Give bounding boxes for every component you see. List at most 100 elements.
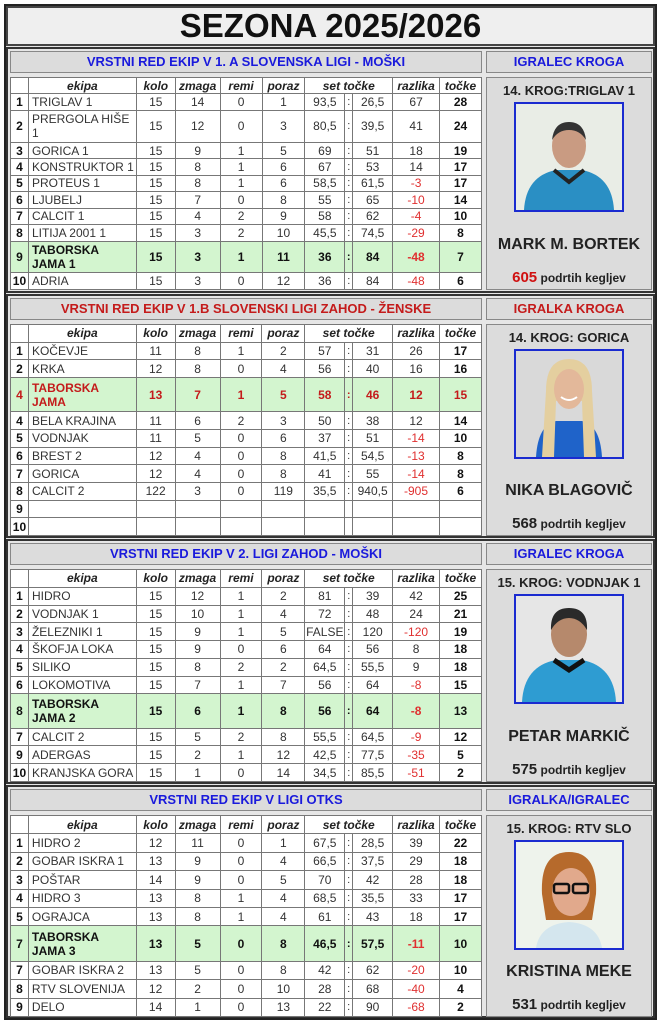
cell: 9 xyxy=(10,240,29,274)
cell: 15 xyxy=(135,693,176,729)
table-row: 8 TABORSKA JAMA 2 15 6 1 8 56:64 -8 13 xyxy=(10,693,482,729)
cell: 1 xyxy=(174,763,221,782)
cell: 45,5 xyxy=(304,224,346,242)
cell: 1 xyxy=(10,341,29,361)
set-separator: : xyxy=(344,141,354,160)
cell: 8 xyxy=(261,960,306,981)
pins-count: 568 podrtih kegljev xyxy=(487,515,651,532)
table-row: 5 PROTEUS 1 15 8 1 6 58,5:61,5 -3 17 xyxy=(10,174,482,193)
cell: 5 xyxy=(439,745,482,765)
cell: 12 xyxy=(261,272,306,290)
cell: DELO xyxy=(27,997,137,1018)
cell: 0 xyxy=(219,640,263,659)
cell: 6 xyxy=(439,481,482,501)
pins-label: podrtih kegljev xyxy=(540,271,626,285)
rank-header xyxy=(10,76,29,95)
cell: 0 xyxy=(219,109,263,143)
round-label: 14. KROG:TRIGLAV 1 xyxy=(503,83,635,98)
cell: 13 xyxy=(135,888,176,908)
cell: 1 xyxy=(219,622,263,641)
cell: 2 xyxy=(10,109,29,143)
cell: 12 xyxy=(392,411,440,430)
cell: 67,5 xyxy=(304,833,346,853)
cell: 1 xyxy=(219,693,263,729)
cell: 72 xyxy=(304,604,346,624)
cell: 51 xyxy=(352,428,394,448)
cell: 68,5 xyxy=(304,888,346,908)
cell: 0 xyxy=(219,870,263,890)
cell: 9 xyxy=(10,745,29,765)
set-separator xyxy=(344,499,354,519)
cell: 14 xyxy=(135,870,176,890)
cell: CALCIT 2 xyxy=(27,727,137,747)
column-header: razlika xyxy=(392,76,441,95)
cell: 1 xyxy=(219,377,263,413)
cell: 15 xyxy=(135,240,176,274)
round-label: 15. KROG: RTV SLO xyxy=(506,821,632,836)
player-photo-icon xyxy=(516,351,622,457)
cell xyxy=(304,499,346,519)
set-separator: : xyxy=(344,763,354,782)
set-separator: : xyxy=(344,604,354,624)
set-separator: : xyxy=(344,464,354,483)
table-row: 10 ADRIA 15 3 0 12 36:84 -48 6 xyxy=(10,272,482,290)
cell: 10 xyxy=(439,428,482,448)
player-photo-icon xyxy=(516,596,622,702)
cell: 4 xyxy=(261,359,306,379)
cell: 1 xyxy=(174,997,221,1018)
cell: -4 xyxy=(392,207,441,226)
cell: 2 xyxy=(10,359,29,379)
cell xyxy=(304,517,346,536)
set-separator: : xyxy=(344,240,354,274)
cell: 12 xyxy=(174,109,221,143)
cell: 0 xyxy=(219,272,263,290)
column-header: poraz xyxy=(261,324,306,343)
cell: 42 xyxy=(352,870,394,890)
set-separator xyxy=(344,517,354,536)
cell: 84 xyxy=(352,240,394,274)
cell: ADERGAS xyxy=(27,745,137,765)
cell: 62 xyxy=(352,960,394,981)
cell: 2 xyxy=(174,745,221,765)
cell: LITIJA 2001 1 xyxy=(27,224,137,242)
set-separator: : xyxy=(344,640,354,659)
cell: 28,5 xyxy=(352,833,394,853)
cell: 0 xyxy=(219,960,263,981)
table-row: 3 GORICA 1 15 9 1 5 69:51 18 19 xyxy=(10,141,482,160)
cell: 0 xyxy=(219,428,263,448)
cell: 7 xyxy=(439,240,482,274)
cell xyxy=(392,499,440,519)
set-separator: : xyxy=(344,411,354,430)
cell: 8 xyxy=(261,727,306,747)
league-heading: VRSTNI RED EKIP V LIGI OTKS xyxy=(10,789,482,811)
cell: 15 xyxy=(135,158,176,176)
pins-label: podrtih kegljev xyxy=(540,763,626,777)
set-separator: : xyxy=(344,851,354,872)
cell: 10 xyxy=(261,224,306,242)
column-header: ekipa xyxy=(27,814,137,835)
cell: 1 xyxy=(219,586,263,606)
cell: TABORSKA JAMA 3 xyxy=(27,925,137,962)
table-row: 1 KOČEVJE 11 8 1 2 57:31 26 17 xyxy=(10,341,482,361)
set-separator: : xyxy=(344,693,354,729)
cell: POŠTAR xyxy=(27,870,137,890)
cell: 12 xyxy=(261,745,306,765)
cell: 15 xyxy=(135,174,176,193)
cell: 4 xyxy=(261,888,306,908)
table-row: 7 GORICA 12 4 0 8 41:55 -14 8 xyxy=(10,464,482,483)
table-row: 10 KRANJSKA GORA 15 1 0 14 34,5:85,5 -51 2 xyxy=(10,763,482,782)
cell: 15 xyxy=(135,207,176,226)
cell: 1 xyxy=(219,141,263,160)
cell: 57,5 xyxy=(352,925,394,962)
cell: 0 xyxy=(219,464,263,483)
cell: 64 xyxy=(352,693,394,729)
cell: 48 xyxy=(352,604,394,624)
cell: 7 xyxy=(261,675,306,695)
cell: 24 xyxy=(392,604,441,624)
cell: 2 xyxy=(219,411,263,430)
cell: 46 xyxy=(352,377,394,413)
cell: 2 xyxy=(439,763,482,782)
column-header: razlika xyxy=(392,324,440,343)
cell: 0 xyxy=(219,191,263,209)
set-separator: : xyxy=(344,870,354,890)
